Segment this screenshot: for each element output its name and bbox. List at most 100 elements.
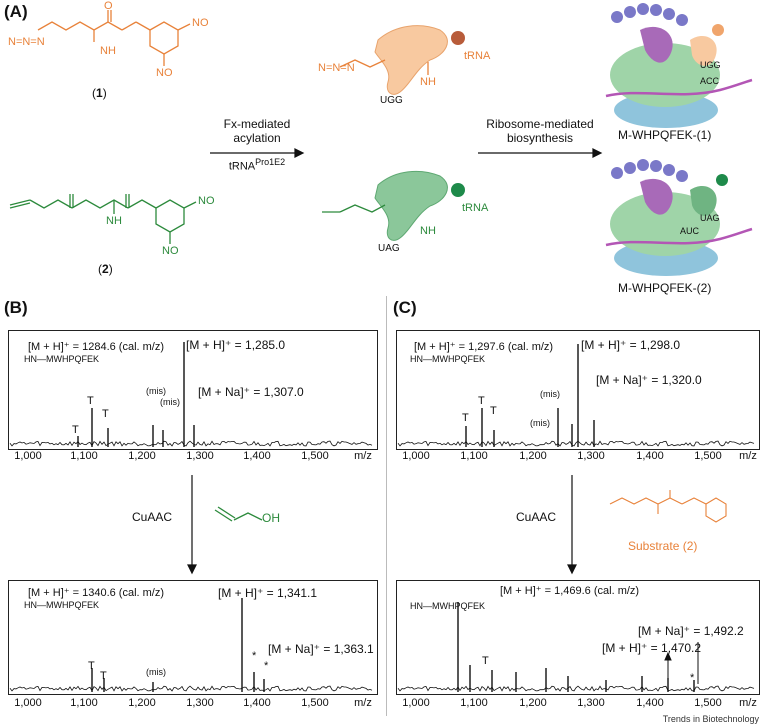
- product-1-label: M-WHPQFEK-(1): [618, 128, 712, 142]
- c-bottom-axis: 1,000 1,100 1,200 1,300 1,400 1,500 m/z: [388, 697, 765, 711]
- c-top-tick-1200: 1,200: [519, 450, 547, 462]
- azide-group-trna-1: N=N=N: [318, 62, 355, 74]
- c-top-tick-1100: 1,100: [460, 450, 488, 462]
- compound-1-label: (1): [92, 86, 107, 100]
- spectrum-b-bottom: [8, 580, 378, 695]
- b-top-mis2: (mis): [160, 397, 180, 407]
- b-top-mis1: (mis): [146, 386, 166, 396]
- c-bottom-tick-1100: 1,100: [460, 697, 488, 709]
- b-bottom-tick-1200: 1,200: [128, 697, 156, 709]
- b-bottom-mna: [M + Na]⁺ = 1,363.1: [268, 642, 374, 656]
- azide-group-1: N=N=N: [8, 36, 45, 48]
- ribosome-codon-2: UAG: [700, 213, 720, 223]
- c-bottom-peptide: HN—MWHPQFEK: [410, 601, 485, 611]
- c-top-mna: [M + Na]⁺ = 1,320.0: [596, 373, 702, 387]
- c-top-tick-1300: 1,300: [577, 450, 605, 462]
- amine-label-1: NH: [100, 45, 116, 57]
- nitro-label-1a: NO: [192, 17, 209, 29]
- panel-label-c: (C): [393, 298, 417, 317]
- b-top-t2: T: [102, 408, 109, 420]
- spectrum-b-bottom-trace: [9, 598, 373, 692]
- b-top-t1: T: [87, 395, 94, 407]
- amine-label-2: NH: [106, 215, 122, 227]
- trna-label-1: tRNA: [464, 50, 491, 62]
- c-top-unit: m/z: [739, 450, 757, 462]
- c-substrate-label: Substrate (2): [628, 539, 698, 553]
- b-top-tick-1300: 1,300: [186, 450, 214, 462]
- c-bottom-unit: m/z: [739, 697, 757, 709]
- c-bottom-tick-1300: 1,300: [577, 697, 605, 709]
- b-bottom-peptide: HN—MWHPQFEK: [24, 600, 99, 610]
- c-top-calc: [M + H]⁺ = 1,297.6 (cal. m/z): [414, 341, 554, 353]
- c-bottom-star1: *: [690, 672, 695, 684]
- b-bottom-tick-1500: 1,500: [301, 697, 329, 709]
- b-bottom-tick-1100: 1,100: [70, 697, 98, 709]
- b-top-tick-1200: 1,200: [128, 450, 156, 462]
- spectrum-b-top-trace: [9, 342, 373, 447]
- spectrum-b-top: [8, 330, 378, 450]
- b-bottom-star1: *: [252, 650, 257, 662]
- c-top-t3: T: [462, 412, 469, 424]
- trna-label-2: tRNA: [462, 202, 489, 214]
- nitro-label-2b: NO: [162, 245, 179, 257]
- b-bottom-t1: T: [88, 660, 95, 672]
- ribosome-codon-1: UGG: [700, 60, 721, 70]
- c-bottom-mh: [M + H]⁺ = 1,470.2: [602, 641, 702, 655]
- b-bottom-tick-1000: 1,000: [14, 697, 42, 709]
- b-bottom-mh: [M + H]⁺ = 1,341.1: [218, 586, 318, 600]
- nitro-label-1b: NO: [156, 67, 173, 79]
- product-2-label: M-WHPQFEK-(2): [618, 281, 712, 295]
- c-reaction-label: CuAAC: [516, 510, 557, 524]
- b-top-peptide: HN—MWHPQFEK: [24, 354, 99, 364]
- c-top-t2: T: [490, 405, 497, 417]
- b-top-t3: T: [72, 424, 79, 436]
- b-reagent-label: OH: [262, 511, 280, 525]
- b-bottom-tick-1400: 1,400: [243, 697, 271, 709]
- b-top-axis: 1,000 1,100 1,200 1,300 1,400 1,500 m/z: [0, 450, 380, 464]
- b-top-mh: [M + H]⁺ = 1,285.0: [186, 338, 286, 352]
- b-bottom-star2: *: [264, 660, 269, 672]
- ribosome-anticodon-2: AUC: [680, 226, 700, 236]
- nitro-label-2a: NO: [198, 195, 215, 207]
- b-top-tick-1400: 1,400: [243, 450, 271, 462]
- b-top-calc: [M + H]⁺ = 1284.6 (cal. m/z): [28, 341, 165, 353]
- c-top-tick-1400: 1,400: [636, 450, 664, 462]
- codon-label-1: UGG: [380, 95, 403, 106]
- arrow1-trna-label: tRNAPro1E2: [228, 157, 286, 173]
- compound-1-structure: [9, 3, 753, 276]
- b-bottom-tick-1300: 1,300: [186, 697, 214, 709]
- b-bottom-mis1: (mis): [146, 667, 166, 677]
- arrow2-label: Ribosome-mediated biosynthesis: [486, 117, 594, 145]
- c-bottom-tick-1000: 1,000: [402, 697, 430, 709]
- b-bottom-t2: T: [100, 670, 107, 682]
- b-top-mna: [M + Na]⁺ = 1,307.0: [198, 385, 304, 399]
- panel-label-b: (B): [4, 298, 28, 317]
- spectrum-c-top-trace: [397, 344, 755, 447]
- b-bottom-unit: m/z: [354, 697, 372, 709]
- c-bottom-calc: [M + H]⁺ = 1,469.6 (cal. m/z): [500, 585, 640, 597]
- c-top-mis1: (mis): [540, 389, 560, 399]
- c-top-axis: 1,000 1,100 1,200 1,300 1,400 1,500 m/z: [388, 450, 765, 464]
- amine-label-trna-1: NH: [420, 76, 436, 88]
- panel-divider: [386, 296, 387, 716]
- c-substrate-structure: [609, 490, 727, 523]
- c-bottom-tick-1500: 1,500: [694, 697, 722, 709]
- b-bottom-axis: 1,000 1,100 1,200 1,300 1,400 1,500 m/z: [0, 697, 380, 711]
- b-bottom-calc: [M + H]⁺ = 1340.6 (cal. m/z): [28, 587, 165, 599]
- ribosome-anticodon-1: ACC: [700, 76, 720, 86]
- b-top-unit: m/z: [354, 450, 372, 462]
- c-bottom-tick-1200: 1,200: [519, 697, 547, 709]
- compound-2-label: (2): [98, 262, 113, 276]
- arrow1-label: Fx-mediated acylation: [223, 117, 291, 145]
- b-reaction-label: CuAAC: [132, 510, 173, 524]
- c-top-mis2: (mis): [530, 418, 550, 428]
- footer-journal: Trends in Biotechnology: [662, 714, 759, 724]
- amine-label-trna-2: NH: [420, 225, 436, 237]
- c-top-peptide: HN—MWHPQFEK: [410, 354, 485, 364]
- b-top-tick-1000: 1,000: [14, 450, 42, 462]
- c-bottom-t1: T: [482, 655, 489, 667]
- b-top-tick-1100: 1,100: [70, 450, 98, 462]
- codon-label-2: UAG: [378, 243, 400, 254]
- c-top-t1: T: [478, 395, 485, 407]
